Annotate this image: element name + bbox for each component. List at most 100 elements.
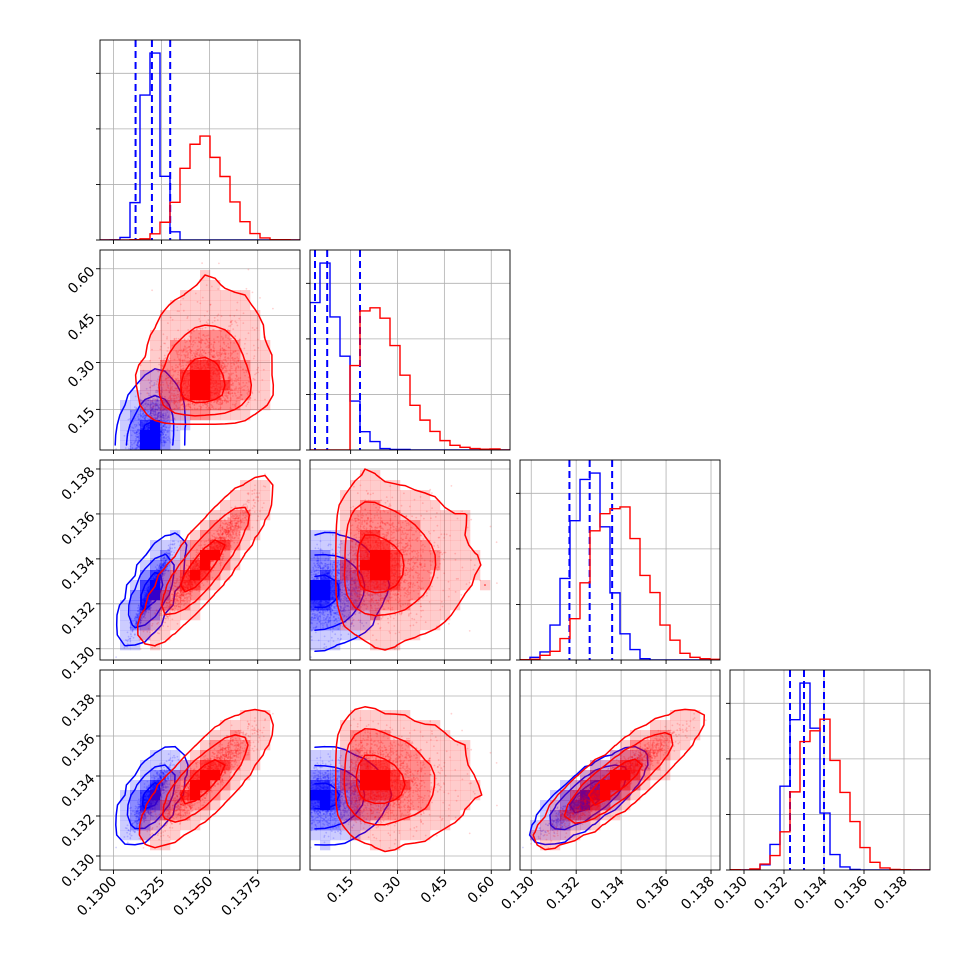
scatter-point [154,406,157,408]
scatter-point [187,405,190,408]
density-cell [250,370,261,381]
scatter-point [151,408,154,411]
scatter-point [160,426,163,429]
scatter-point [155,399,158,402]
scatter-point [155,389,158,392]
scatter-point [236,301,239,304]
scatter-point [188,367,191,370]
scatter-point [235,402,237,405]
scatter-point [176,429,179,432]
scatter-point [199,406,202,408]
scatter-point [140,414,142,417]
scatter-point [191,341,194,343]
scatter-point [200,406,203,409]
density-cell [140,440,151,450]
scatter-point [136,436,139,438]
scatter-point [191,345,194,348]
scatter-point [204,326,207,329]
scatter-point [171,365,174,368]
scatter-point [150,414,153,417]
scatter-point [193,407,196,410]
scatter-point [166,382,168,385]
scatter-point [165,426,168,429]
scatter-point [145,416,147,419]
scatter-point [134,440,137,443]
scatter-point [242,322,245,324]
scatter-point [156,416,159,419]
density-cell [200,300,211,311]
scatter-point [218,354,221,356]
scatter-point [160,392,163,395]
scatter-point [245,371,248,373]
scatter-point [225,400,228,403]
scatter-point [151,289,154,292]
density-cell [250,350,261,361]
scatter-point [183,359,186,362]
scatter-point [152,405,155,408]
scatter-point [152,409,155,412]
scatter-point [154,410,157,412]
scatter-point [200,341,203,344]
scatter-point [151,401,154,404]
scatter-point [155,404,158,406]
scatter-point [176,365,179,368]
scatter-point [210,348,213,351]
scatter-point [237,360,240,362]
scatter-point [157,405,160,407]
scatter-point [247,388,250,391]
scatter-point [135,431,138,433]
scatter-point [149,404,152,406]
scatter-point [227,346,230,349]
density-cell [120,630,131,641]
density-cell [230,320,241,331]
scatter-point [153,398,155,400]
scatter-point [247,401,250,404]
scatter-point [151,410,154,413]
scatter-point [163,443,166,446]
scatter-point [165,402,168,405]
density-cell [180,300,191,311]
scatter-point [142,412,144,415]
scatter-point [169,426,172,428]
scatter-point [163,408,166,410]
density-cell [150,420,161,431]
scatter-point [196,327,199,330]
scatter-point [182,349,185,352]
scatter-point [218,341,220,343]
scatter-point [133,423,136,426]
scatter-point [129,445,132,448]
scatter-point [176,390,179,393]
density-cell [220,350,231,361]
scatter-point [184,355,187,358]
scatter-point [149,359,152,362]
scatter-point [216,319,219,321]
density-cell [150,370,161,381]
scatter-point [140,414,143,417]
density-cell [240,320,251,331]
scatter-point [205,338,208,341]
scatter-point [211,285,213,288]
scatter-point [151,407,153,410]
scatter-point [162,416,164,419]
scatter-point [176,407,179,410]
scatter-point [230,389,232,392]
scatter-point [221,367,224,370]
scatter-point [159,384,162,387]
scatter-point [196,301,199,303]
scatter-point [167,415,169,418]
scatter-point [163,441,166,444]
density-cell [160,430,171,441]
scatter-point [162,408,165,410]
scatter-point [164,407,167,410]
panel-frame [99,39,301,241]
scatter-point [213,341,215,344]
density-cell [200,290,211,301]
scatter-point [208,344,211,347]
scatter-point [210,403,213,406]
scatter-point [147,411,149,413]
scatter-point [149,407,152,410]
scatter-point [235,387,238,390]
scatter-point [187,402,190,405]
density-cell [150,400,161,411]
scatter-point [196,351,199,354]
